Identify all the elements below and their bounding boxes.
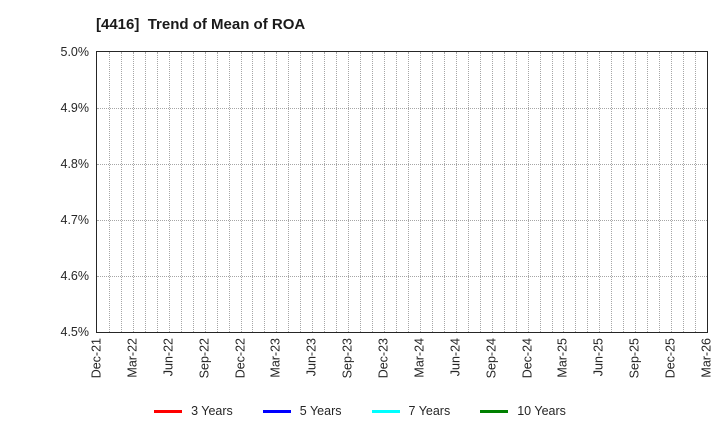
gridline-vertical (683, 52, 685, 332)
gridline-vertical (144, 52, 146, 332)
gridline-vertical (300, 52, 302, 332)
chart-title: [4416] Trend of Mean of ROA (96, 16, 306, 33)
gridline-horizontal (97, 164, 707, 165)
legend-item-3-years: 3 Years (154, 404, 233, 418)
gridline-vertical (407, 52, 409, 332)
legend-label: 10 Years (517, 404, 566, 418)
gridline-vertical (587, 52, 589, 332)
gridline-vertical (455, 52, 457, 332)
gridline-vertical (396, 52, 398, 332)
gridline-horizontal (97, 276, 707, 277)
gridline-vertical (240, 52, 242, 332)
legend-label: 7 Years (408, 404, 451, 418)
gridline-vertical (324, 52, 326, 332)
legend-item-5-years: 5 Years (262, 404, 342, 418)
gridline-vertical (180, 52, 182, 332)
y-tick-label: 5.0% (60, 45, 90, 59)
gridline-vertical (647, 52, 649, 332)
x-tick-label: Jun-25 (591, 338, 606, 377)
plot-area (96, 51, 708, 333)
gridline-vertical (659, 52, 661, 332)
gridline-vertical (228, 52, 230, 332)
gridline-vertical (611, 52, 613, 332)
y-tick-label: 4.8% (60, 157, 90, 171)
gridline-vertical (443, 52, 445, 332)
gridline-vertical (599, 52, 601, 332)
y-tick-label: 4.9% (60, 101, 90, 115)
gridline-vertical (551, 52, 553, 332)
gridline-vertical (288, 52, 290, 332)
gridline-vertical (384, 52, 386, 332)
gridline-vertical (168, 52, 170, 332)
x-tick-label: Sep-25 (627, 338, 642, 379)
y-tick-label: 4.5% (60, 325, 90, 339)
gridline-vertical (156, 52, 158, 332)
gridline-vertical (695, 52, 697, 332)
gridline-vertical (348, 52, 350, 332)
gridline-vertical (467, 52, 469, 332)
x-tick-label: Jun-23 (304, 338, 319, 377)
gridline-vertical (204, 52, 206, 332)
x-tick-label: Jun-24 (448, 338, 463, 377)
gridline-vertical (431, 52, 433, 332)
legend: 3 Years 5 Years 7 Years 10 Years (0, 404, 720, 418)
gridline-vertical (491, 52, 493, 332)
gridline-vertical (503, 52, 505, 332)
legend-item-7-years: 7 Years (371, 404, 451, 418)
x-tick-label: Jun-22 (161, 338, 176, 377)
gridline-horizontal (97, 220, 707, 221)
gridline-vertical (276, 52, 278, 332)
y-tick-label: 4.7% (60, 213, 90, 227)
gridline-vertical (539, 52, 541, 332)
gridline-vertical (635, 52, 637, 332)
gridline-vertical (623, 52, 625, 332)
x-tick-label: Dec-23 (376, 338, 391, 379)
x-tick-label: Sep-24 (484, 338, 499, 379)
x-tick-label: Mar-25 (555, 338, 570, 378)
gridline-horizontal (97, 108, 707, 109)
gridline-vertical (671, 52, 673, 332)
gridline-vertical (108, 52, 110, 332)
legend-label: 3 Years (191, 404, 233, 418)
x-tick-label: Mar-24 (412, 338, 427, 378)
gridline-vertical (563, 52, 565, 332)
legend-line-swatch (262, 409, 291, 413)
x-tick-label: Sep-22 (197, 338, 212, 379)
y-tick-label: 4.6% (60, 269, 90, 283)
gridline-vertical (372, 52, 374, 332)
gridline-vertical (515, 52, 517, 332)
x-tick-label: Sep-23 (340, 338, 355, 379)
gridline-vertical (575, 52, 577, 332)
x-tick-label: Dec-25 (663, 338, 678, 379)
legend-line-swatch (371, 409, 400, 413)
gridline-vertical (419, 52, 421, 332)
x-tick-label: Mar-22 (125, 338, 140, 378)
x-tick-label: Mar-23 (268, 338, 283, 378)
gridline-vertical (527, 52, 529, 332)
gridline-vertical (336, 52, 338, 332)
gridline-vertical (360, 52, 362, 332)
x-tick-label: Dec-24 (520, 338, 535, 379)
gridline-vertical (252, 52, 254, 332)
legend-label: 5 Years (299, 404, 342, 418)
gridline-vertical (132, 52, 134, 332)
x-tick-label: Mar-26 (699, 338, 714, 378)
x-tick-label: Dec-21 (89, 338, 104, 379)
gridline-vertical (312, 52, 314, 332)
legend-item-10-years: 10 Years (480, 404, 566, 418)
legend-line-swatch (154, 409, 183, 413)
x-tick-label: Dec-22 (233, 338, 248, 379)
gridline-vertical (479, 52, 481, 332)
gridline-vertical (216, 52, 218, 332)
legend-line-swatch (480, 409, 509, 413)
gridline-vertical (192, 52, 194, 332)
gridline-vertical (264, 52, 266, 332)
gridline-vertical (120, 52, 122, 332)
